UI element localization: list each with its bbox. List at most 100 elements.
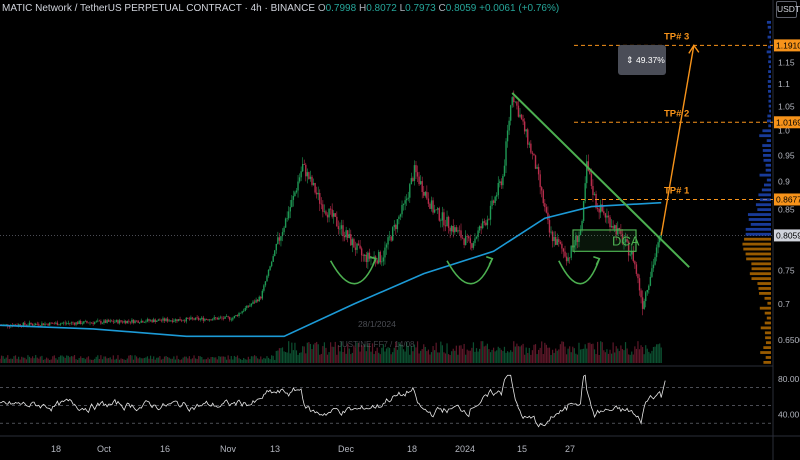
volume-profile-bar (763, 158, 771, 162)
candle-body (402, 203, 405, 205)
volume-bar (72, 356, 74, 363)
volume-bar (461, 348, 464, 363)
volume-bar (308, 342, 310, 363)
volume-bar (226, 359, 228, 363)
chart-header: MATIC Network / TetherUS PERPETUAL CONTR… (2, 3, 559, 14)
volume-bar (643, 354, 645, 363)
candle-body (202, 317, 205, 321)
candle-body (652, 264, 655, 269)
low-label: L (399, 3, 406, 14)
candle-body (207, 319, 209, 321)
volume-bar (528, 347, 530, 363)
volume-profile-bar (768, 60, 771, 64)
candle-body (509, 105, 512, 121)
rounded-bottom-arc (329, 258, 377, 285)
volume-bar (572, 346, 574, 363)
volume-bar (272, 355, 274, 363)
candle-body (613, 225, 616, 229)
volume-bar (393, 347, 395, 363)
watermark-date: 28/1/2024 (358, 319, 396, 329)
candle-body (658, 237, 661, 243)
volume-bar (129, 355, 131, 363)
volume-bar (4, 358, 6, 363)
volume-profile-bar (768, 124, 771, 128)
candle-body (545, 207, 548, 213)
volume-bar (163, 356, 166, 363)
candle-body (603, 211, 605, 214)
volume-profile-bar (766, 178, 771, 182)
volume-bar (170, 358, 172, 363)
volume-profile-bar (749, 272, 771, 276)
volume-bar (648, 351, 650, 363)
rsi-pane (0, 374, 773, 428)
candle-body (300, 171, 302, 178)
volume-bar (235, 356, 237, 363)
candle-body (452, 225, 454, 233)
candle-body (393, 224, 395, 228)
volume-bar (317, 344, 319, 363)
open-value: 0.7998 (325, 3, 357, 14)
candle-body (137, 320, 139, 323)
candle-body (336, 216, 338, 227)
volume-bar (81, 358, 83, 363)
candle-body (266, 275, 268, 282)
volume-bar (606, 349, 608, 363)
projection-arrow-line (660, 45, 695, 236)
volume-bar (232, 359, 234, 363)
candle-body (447, 216, 450, 228)
volume-bar (63, 356, 65, 363)
volume-bar (11, 358, 14, 363)
volume-bar (33, 358, 35, 363)
volume-bar (479, 348, 481, 363)
volume-bar (330, 342, 332, 363)
volume-bar (328, 352, 330, 363)
candle-body (256, 299, 259, 302)
volume-profile-bar (767, 301, 771, 305)
volume-bar (174, 359, 176, 363)
volume-bar (519, 346, 521, 363)
drawings[interactable]: TP# 1 TP# 2 TP# 3 DCA ⇕ 49.37% 28/1/2024 JUSTIN… (0, 20, 773, 364)
candle-body (506, 130, 509, 142)
candle-body (173, 320, 175, 322)
volume-bar (89, 359, 91, 363)
candle-body (117, 320, 119, 324)
volume-profile-bar (763, 154, 771, 157)
volume-profile-bar (769, 109, 771, 113)
volume-bar (457, 354, 459, 363)
volume-bar (316, 341, 318, 363)
candle-body (56, 322, 59, 326)
candle-body (275, 243, 277, 251)
candle-body (432, 200, 434, 213)
volume-bar (415, 347, 417, 363)
currency-button[interactable]: USDT (776, 1, 800, 18)
candle-body (407, 197, 409, 199)
candle-body (623, 242, 625, 244)
candle-body (143, 322, 146, 323)
volume-bar (253, 355, 256, 363)
candle-body (443, 212, 445, 226)
candle-body (128, 320, 130, 322)
candle-body (148, 319, 150, 321)
volume-bar (188, 356, 190, 363)
volume-profile-bar (766, 139, 771, 143)
volume-profile-bar (768, 94, 771, 98)
volume-bar (2, 356, 4, 363)
candle-body (109, 320, 111, 322)
time-axis[interactable]: 18 Oct 16 Nov 13 Dec 18 2024 15 27 (51, 444, 575, 454)
volume-profile-bar (764, 296, 771, 300)
volume-bar (191, 358, 194, 363)
volume-bar (333, 346, 335, 363)
price-axis[interactable]: 1.15 1.1 1.05 1.0 0.95 0.9 0.85 0.75 0.7 0.6500 1.… (774, 39, 800, 419)
volume-bar (378, 352, 380, 363)
candle-body (610, 225, 613, 228)
volume-bar (10, 358, 12, 363)
volume-profile-bar (764, 311, 771, 315)
candle-body (530, 143, 532, 153)
volume-bar (493, 347, 495, 363)
volume-bar (430, 352, 433, 363)
volume-bar (556, 350, 558, 363)
volume-profile-bar (750, 223, 771, 226)
volume-bar (645, 345, 647, 363)
candle-body (337, 226, 340, 230)
